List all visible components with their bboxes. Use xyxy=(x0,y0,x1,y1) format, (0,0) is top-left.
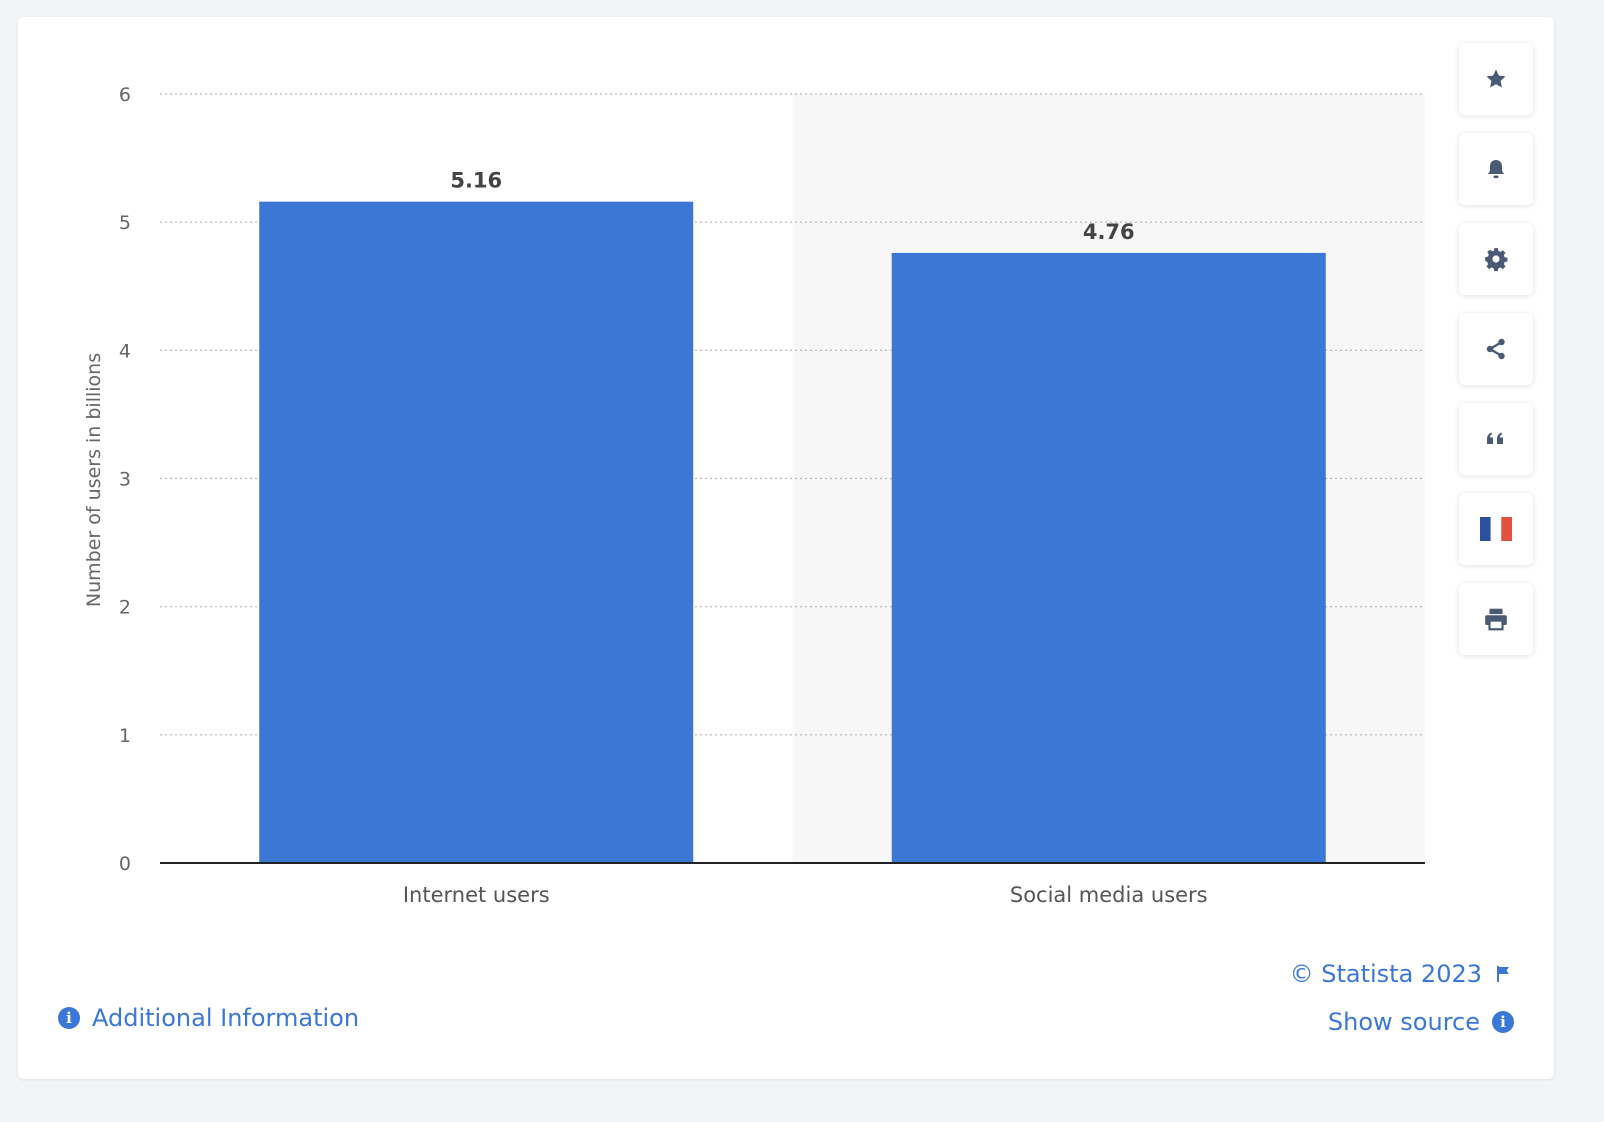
copyright-text: © Statista 2023 xyxy=(1289,960,1482,988)
y-tick-label: 2 xyxy=(119,597,131,619)
info-icon: i xyxy=(58,1007,80,1029)
y-tick-label: 6 xyxy=(119,84,131,106)
share-icon xyxy=(1486,338,1505,360)
y-tick-label: 1 xyxy=(119,725,131,747)
show-source-text: Show source xyxy=(1327,1008,1480,1036)
x-tick-label: Social media users xyxy=(1010,883,1208,907)
data-label: 4.76 xyxy=(1083,220,1135,244)
bar[interactable] xyxy=(259,201,694,863)
x-tick-label: Internet users xyxy=(403,883,550,907)
settings-button[interactable] xyxy=(1459,223,1533,295)
cite-button[interactable] xyxy=(1459,403,1533,475)
copyright-link[interactable]: © Statista 2023 xyxy=(1290,960,1512,988)
french-flag-icon xyxy=(1480,517,1512,541)
bar[interactable] xyxy=(891,252,1326,864)
info-icon: i xyxy=(1492,1011,1514,1033)
y-tick-label: 4 xyxy=(119,340,131,362)
notification-button[interactable] xyxy=(1459,133,1533,205)
y-tick-label: 0 xyxy=(119,853,131,875)
favorite-button[interactable] xyxy=(1459,43,1533,115)
data-label: 5.16 xyxy=(450,169,502,193)
share-button[interactable] xyxy=(1459,313,1533,385)
language-button[interactable] xyxy=(1459,493,1533,565)
y-axis-label: Number of users in billions xyxy=(83,353,105,607)
print-icon xyxy=(1485,608,1507,631)
print-button[interactable] xyxy=(1459,583,1533,655)
bell-icon xyxy=(1488,160,1504,179)
show-source-link[interactable]: Show source i xyxy=(1328,1008,1514,1036)
y-tick-label: 3 xyxy=(119,469,131,491)
additional-info-text: Additional Information xyxy=(92,1004,360,1032)
quote-icon xyxy=(1487,432,1503,444)
y-tick-label: 5 xyxy=(119,212,131,234)
additional-info-link[interactable]: i Additional Information xyxy=(58,1004,359,1032)
flag-icon xyxy=(1497,966,1509,982)
star-icon xyxy=(1486,69,1506,88)
gear-icon xyxy=(1485,248,1508,272)
